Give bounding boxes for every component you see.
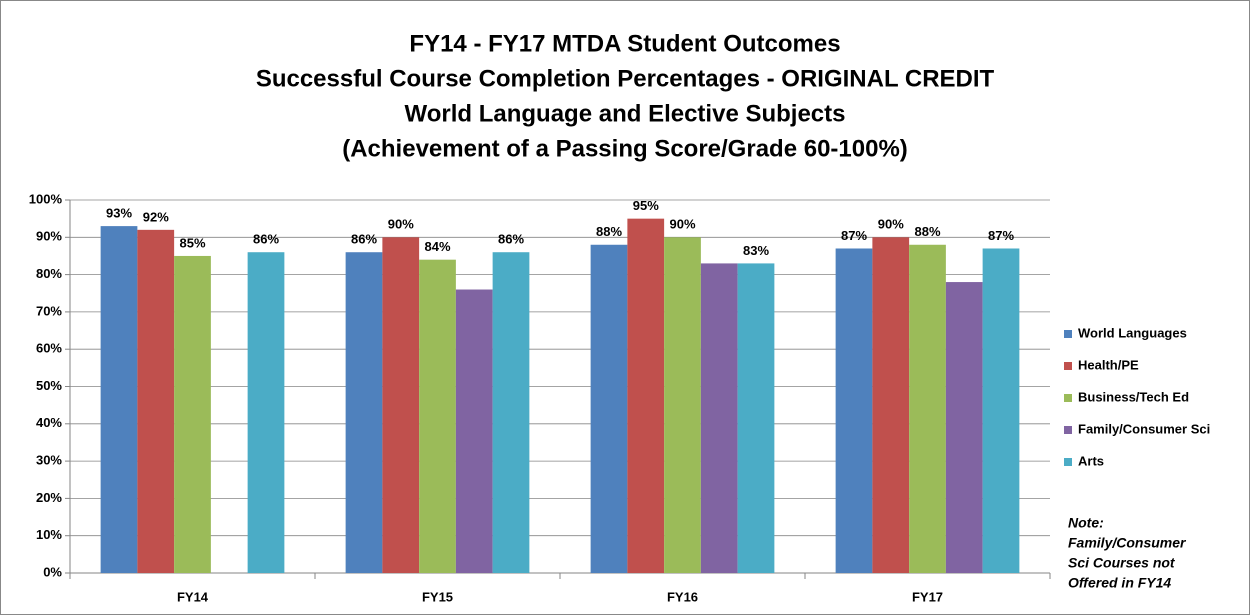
bar	[455, 289, 493, 573]
data-label: 86%	[498, 232, 524, 247]
x-tick-label: FY16	[667, 589, 698, 604]
note: Note:	[1068, 515, 1104, 531]
data-label: 84%	[424, 239, 450, 254]
data-label: 93%	[106, 206, 132, 221]
data-label: 83%	[743, 243, 769, 258]
data-label: 86%	[351, 232, 377, 247]
data-label: 88%	[596, 224, 622, 239]
y-tick-label: 80%	[36, 266, 62, 281]
legend-swatch	[1064, 330, 1072, 338]
bar	[737, 263, 775, 573]
bar	[872, 237, 910, 574]
data-label: 86%	[253, 232, 279, 247]
y-tick-label: 20%	[36, 490, 62, 505]
data-label: 87%	[988, 228, 1014, 243]
data-label: 90%	[878, 217, 904, 232]
y-tick-label: 40%	[36, 415, 62, 430]
y-tick-label: 70%	[36, 303, 62, 318]
data-label: 90%	[669, 217, 695, 232]
y-tick-label: 10%	[36, 527, 62, 542]
bar	[492, 252, 530, 573]
legend-label: Health/PE	[1078, 357, 1139, 372]
chart-title: (Achievement of a Passing Score/Grade 60…	[342, 135, 908, 162]
bar	[419, 259, 456, 573]
legend-label: Arts	[1078, 453, 1104, 468]
data-label: 88%	[914, 224, 940, 239]
legend-swatch	[1064, 362, 1072, 370]
bar	[700, 263, 738, 573]
legend-swatch	[1064, 394, 1072, 402]
legend-label: World Languages	[1078, 325, 1187, 340]
note: Sci Courses not	[1068, 555, 1176, 571]
bar	[664, 237, 701, 574]
x-tick-label: FY15	[422, 589, 453, 604]
bar	[247, 252, 285, 573]
bar	[382, 237, 420, 574]
bar	[982, 248, 1020, 574]
chart-title: World Language and Elective Subjects	[405, 100, 846, 127]
legend-label: Business/Tech Ed	[1078, 389, 1189, 404]
note: Offered in FY14	[1068, 575, 1171, 591]
bar	[909, 244, 946, 573]
y-tick-label: 100%	[29, 191, 63, 206]
bar	[835, 248, 873, 574]
bar	[627, 218, 665, 573]
bar	[100, 226, 138, 574]
chart-title: Successful Course Completion Percentages…	[256, 65, 995, 92]
chart-title: FY14 - FY17 MTDA Student Outcomes	[409, 30, 840, 57]
bar	[137, 229, 175, 573]
legend-label: Family/Consumer Sci	[1078, 421, 1210, 436]
data-label: 95%	[633, 198, 659, 213]
y-tick-label: 30%	[36, 453, 62, 468]
data-label: 85%	[179, 235, 205, 250]
data-label: 87%	[841, 228, 867, 243]
legend-swatch	[1064, 426, 1072, 434]
data-label: 90%	[388, 217, 414, 232]
data-label: 92%	[143, 209, 169, 224]
y-tick-label: 90%	[36, 229, 62, 244]
y-tick-label: 60%	[36, 341, 62, 356]
legend-swatch	[1064, 458, 1072, 466]
y-tick-label: 50%	[36, 378, 62, 393]
bar	[174, 255, 211, 573]
note: Family/Consumer	[1068, 535, 1187, 551]
x-tick-label: FY17	[912, 589, 943, 604]
bar	[590, 244, 628, 573]
y-tick-label: 0%	[43, 564, 62, 579]
x-tick-label: FY14	[177, 589, 209, 604]
bar	[945, 282, 983, 573]
bar	[345, 252, 383, 573]
